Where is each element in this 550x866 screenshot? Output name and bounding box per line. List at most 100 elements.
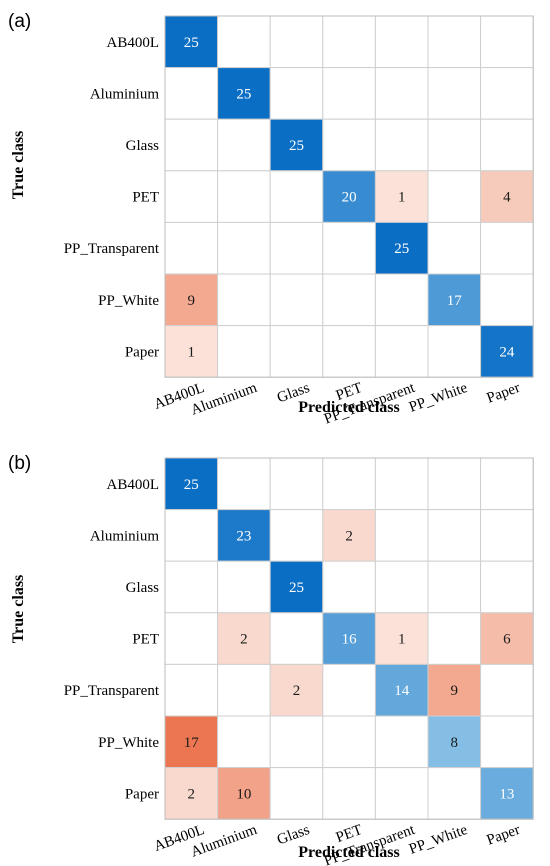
matrix-cell [217, 325, 271, 378]
cell-value: 4 [503, 190, 511, 206]
matrix-cell [164, 67, 219, 120]
matrix-cell [374, 118, 429, 172]
matrix-cell [269, 560, 324, 614]
matrix-cell [480, 15, 534, 69]
matrix-cell [269, 612, 324, 665]
cell-value: 8 [451, 735, 459, 751]
matrix-cell [217, 715, 271, 769]
matrix-cell [269, 509, 324, 562]
matrix-cell [217, 663, 271, 717]
matrix-cell [322, 273, 376, 327]
matrix-cell [427, 325, 482, 378]
cell-value: 17 [184, 735, 200, 751]
matrix-cell [374, 273, 429, 327]
cell-value: 10 [236, 786, 251, 802]
cell-value: 25 [184, 35, 199, 51]
matrix-cell [164, 612, 219, 665]
cell-value: 2 [293, 683, 301, 699]
matrix-cell [269, 273, 324, 327]
row-label: PP_Transparent [64, 241, 160, 257]
matrix-cell [427, 170, 482, 223]
col-label: Paper [485, 822, 523, 849]
matrix-cell [164, 325, 219, 378]
panel-b-x-axis-title: Predicted class [298, 844, 399, 861]
cell-value: 2 [240, 632, 248, 648]
matrix-cell [427, 560, 482, 614]
matrix-cell [217, 118, 271, 172]
matrix-cell [427, 67, 482, 120]
matrix-cell [374, 612, 429, 665]
matrix-cell [480, 715, 534, 769]
row-label: PP_White [98, 293, 159, 309]
matrix-border [164, 457, 534, 820]
matrix-cell [322, 457, 376, 511]
row-label: Glass [126, 580, 159, 596]
matrix-cell [217, 67, 271, 120]
matrix-cell [427, 457, 482, 511]
matrix-cell [322, 118, 376, 172]
matrix-cell [322, 67, 376, 120]
matrix-cell [164, 663, 219, 717]
matrix-cell [269, 767, 324, 820]
cell-value: 13 [499, 786, 514, 802]
matrix-cell [374, 663, 429, 717]
cell-value: 1 [398, 632, 406, 648]
row-label: Aluminium [90, 86, 160, 102]
matrix-cell [427, 715, 482, 769]
cell-value: 20 [342, 190, 357, 206]
matrix-cell [164, 509, 219, 562]
matrix-cell [322, 715, 376, 769]
matrix-cell [480, 118, 534, 172]
panel-b-cells [164, 457, 534, 820]
matrix-cell [322, 221, 376, 275]
col-label: PP_White [407, 380, 470, 416]
cell-value: 25 [289, 580, 304, 596]
panel-b: (b) True class Predicted class 25 23 2 25 2 1… [8, 453, 534, 866]
cell-value: 9 [188, 293, 196, 309]
matrix-cell [374, 509, 429, 562]
matrix-cell [269, 221, 324, 275]
matrix-cell [164, 170, 219, 223]
panel-b-label: (b) [8, 453, 31, 474]
cell-value: 25 [184, 477, 199, 493]
matrix-cell [480, 67, 534, 120]
row-label: PET [132, 190, 159, 206]
matrix-cell [164, 767, 219, 820]
cell-value: 25 [394, 241, 409, 257]
cell-value: 2 [188, 786, 196, 802]
cell-value: 1 [188, 344, 196, 360]
row-label: PP_Transparent [64, 683, 160, 699]
matrix-cell [269, 663, 324, 717]
matrix-cell [217, 457, 271, 511]
matrix-cell [164, 715, 219, 769]
matrix-cell [164, 560, 219, 614]
panel-a-row-labels: AB400L Aluminium Glass PET PP_Transparent PP_… [64, 35, 160, 361]
panel-a-values: 25 25 25 20 1 4 25 9 17 1 24 [184, 35, 515, 361]
row-label: Paper [125, 344, 159, 360]
matrix-cell [427, 767, 482, 820]
panel-a: (a) True class Predicted class 25 25 25 20 1… [8, 11, 534, 428]
matrix-cell [217, 767, 271, 820]
cell-value: 24 [499, 344, 515, 360]
row-label: Aluminium [90, 528, 160, 544]
matrix-cell [480, 273, 534, 327]
matrix-cell [480, 663, 534, 717]
matrix-cell [374, 325, 429, 378]
matrix-cell [269, 325, 324, 378]
row-label: Glass [126, 138, 159, 154]
cell-value: 2 [345, 528, 353, 544]
cell-value: 25 [236, 86, 251, 102]
matrix-cell [480, 170, 534, 223]
cell-value: 16 [342, 632, 358, 648]
cell-value: 9 [451, 683, 459, 699]
matrix-cell [480, 612, 534, 665]
matrix-cell [269, 457, 324, 511]
matrix-cell [374, 767, 429, 820]
panel-a-y-axis-title: True class [10, 131, 27, 200]
matrix-cell [164, 457, 219, 511]
matrix-cell [480, 221, 534, 275]
matrix-cell [322, 170, 376, 223]
col-label: PP_White [407, 822, 470, 858]
